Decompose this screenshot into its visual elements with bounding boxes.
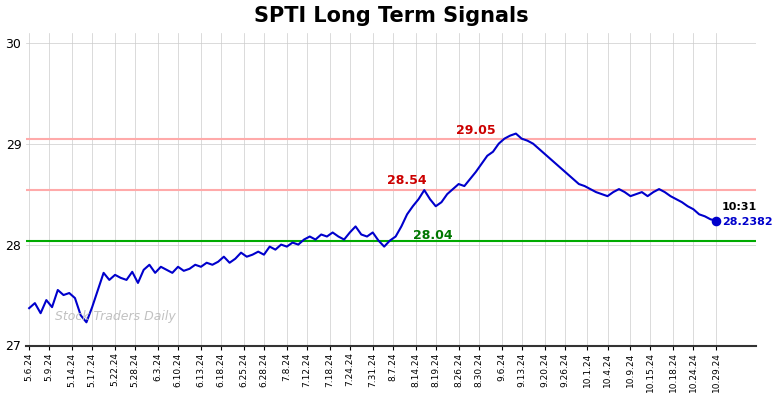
Text: 29.05: 29.05	[456, 124, 495, 137]
Text: 28.2382: 28.2382	[722, 217, 773, 226]
Text: 10:31: 10:31	[722, 203, 757, 213]
Text: 28.04: 28.04	[413, 228, 452, 242]
Title: SPTI Long Term Signals: SPTI Long Term Signals	[254, 6, 528, 25]
Point	[710, 217, 723, 224]
Text: 28.54: 28.54	[387, 174, 427, 187]
Text: Stock Traders Daily: Stock Traders Daily	[56, 310, 176, 324]
